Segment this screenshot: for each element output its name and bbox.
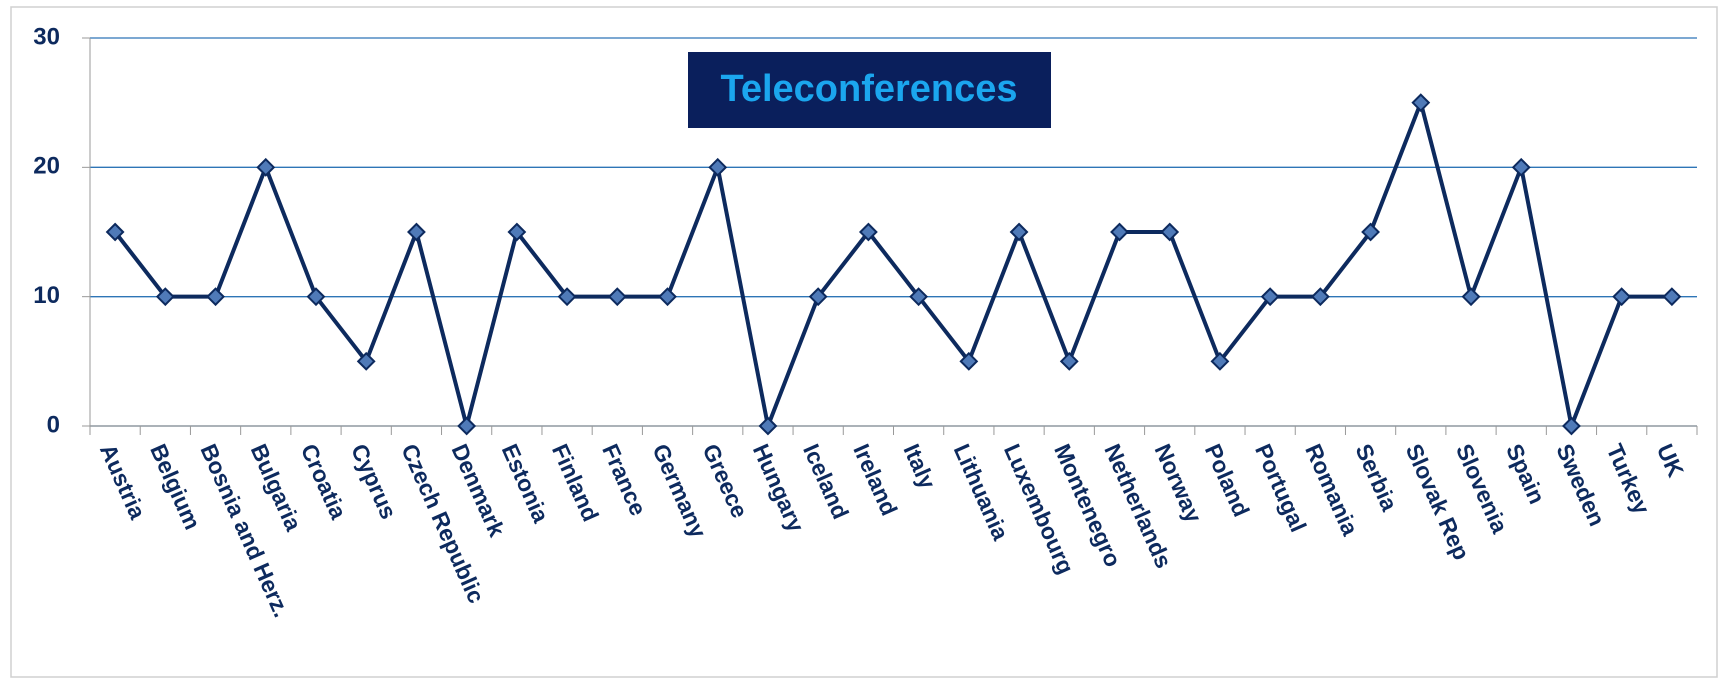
data-point	[155, 287, 175, 307]
data-point	[1160, 222, 1180, 242]
data-point	[1361, 222, 1380, 242]
data-point	[1059, 351, 1079, 371]
data-point	[356, 351, 376, 371]
data-point	[1662, 287, 1682, 307]
data-point	[1260, 287, 1280, 307]
data-point	[658, 287, 677, 307]
data-point	[105, 222, 125, 242]
data-point	[808, 287, 828, 307]
data-line	[113, 100, 1672, 428]
data-point	[206, 287, 225, 307]
data-point	[758, 416, 778, 436]
data-point	[1210, 351, 1230, 371]
title-box	[688, 52, 1051, 128]
y-tick-label: 30	[33, 23, 60, 50]
data-point	[858, 222, 878, 242]
data-point	[256, 157, 276, 177]
data-point	[909, 287, 929, 307]
data-point	[1009, 222, 1029, 242]
data-point	[708, 157, 728, 177]
y-tick-label: 0	[47, 411, 60, 438]
y-tick-label: 20	[33, 153, 60, 180]
data-point	[959, 351, 979, 371]
data-point	[557, 287, 577, 307]
data-point	[507, 222, 527, 242]
data-point	[306, 287, 326, 307]
y-tick-label: 10	[33, 282, 60, 309]
data-point	[607, 287, 627, 307]
data-point	[1110, 222, 1129, 242]
chart-title: Teleconferences	[720, 68, 1017, 110]
data-point	[1310, 287, 1330, 307]
data-point	[1511, 157, 1531, 177]
data-point	[1461, 287, 1481, 307]
data-point	[457, 416, 477, 436]
data-point	[1411, 93, 1431, 113]
data-point	[1562, 416, 1581, 436]
data-point	[1612, 287, 1632, 307]
data-point	[407, 222, 426, 242]
